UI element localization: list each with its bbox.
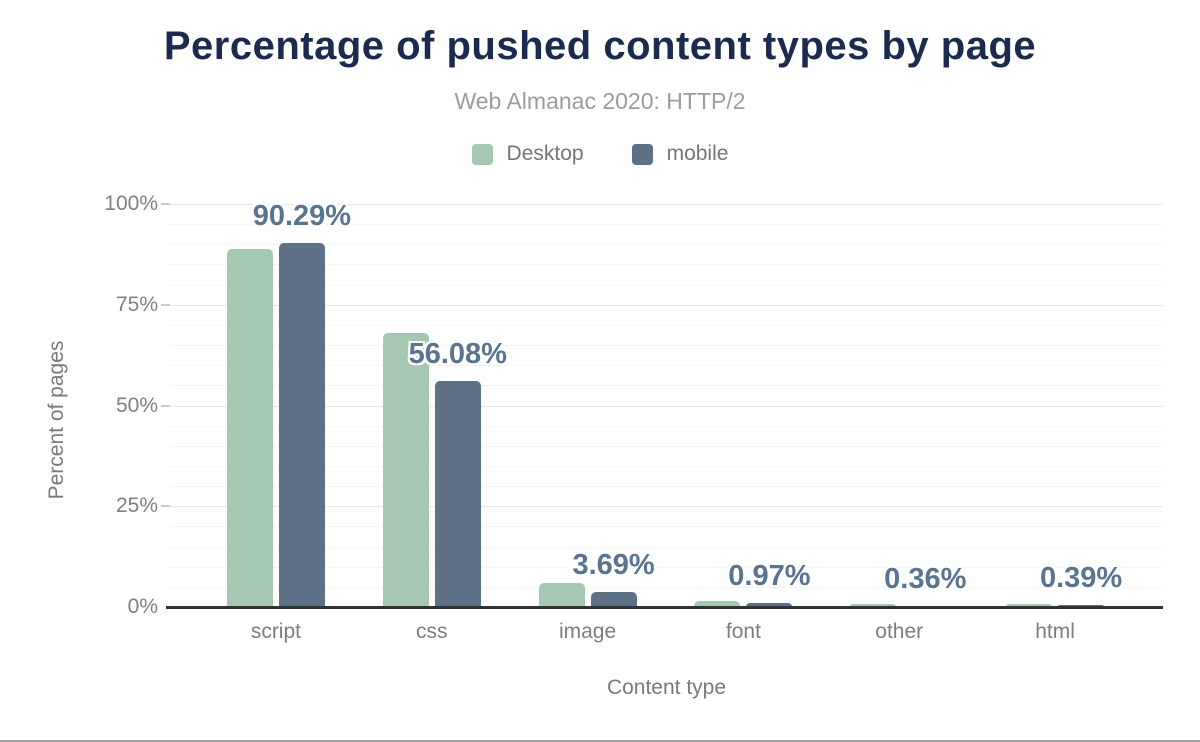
gridline-90: [170, 244, 1163, 246]
bar-group-image: [510, 204, 666, 607]
y-tick-mark-25: [161, 505, 170, 508]
value-label-html: 0.39%: [1039, 562, 1123, 595]
gridline-100: [170, 204, 1163, 205]
gridline-55: [170, 385, 1163, 387]
gridline-30: [170, 486, 1163, 488]
legend-item-mobile[interactable]: mobile: [631, 142, 729, 166]
chart-subtitle: Web Almanac 2020: HTTP/2: [454, 88, 746, 114]
bar-group-font: [665, 204, 821, 607]
bar-mobile-font[interactable]: [746, 603, 793, 607]
gridline-10: [170, 566, 1163, 568]
y-tick-label-75: 75%: [115, 292, 158, 316]
legend: Desktop mobile: [0, 142, 1200, 166]
x-label-font: font: [725, 620, 761, 643]
bar-desktop-css[interactable]: [382, 332, 429, 607]
y-tick-label-100: 100%: [104, 192, 158, 215]
x-label-script: script: [250, 620, 301, 643]
legend-label-desktop: Desktop: [506, 142, 584, 165]
bar-group-css: [354, 204, 510, 607]
y-axis-title: Percent of pages: [45, 340, 68, 500]
y-tick-mark-50: [161, 404, 170, 407]
bar-desktop-html[interactable]: [1006, 603, 1053, 607]
gridline-70: [170, 324, 1163, 326]
bar-mobile-image[interactable]: [590, 592, 637, 607]
y-tick-label-25: 25%: [115, 494, 158, 518]
value-label-font: 0.97%: [728, 560, 811, 593]
x-axis-line: [166, 606, 1163, 609]
x-label-other: other: [875, 620, 924, 643]
y-tick-mark-100: [161, 203, 170, 205]
bar-group-html: [977, 204, 1133, 607]
gridline-80: [170, 284, 1163, 286]
x-label-html: html: [1035, 620, 1075, 643]
mobile-swatch-icon: [631, 143, 653, 165]
bar-desktop-image[interactable]: [538, 582, 585, 607]
gridline-65: [170, 345, 1163, 347]
bars-area: [198, 204, 1133, 607]
gridline-35: [170, 465, 1163, 467]
bar-group-script: [198, 204, 354, 607]
bar-mobile-css[interactable]: [434, 381, 481, 607]
gridline-50: [170, 405, 1163, 407]
y-tick-mark-75: [161, 303, 170, 306]
legend-item-desktop[interactable]: Desktop: [471, 142, 584, 166]
desktop-swatch-icon: [471, 143, 493, 165]
legend-label-mobile: mobile: [666, 142, 729, 165]
bar-desktop-script[interactable]: [226, 249, 273, 607]
bar-desktop-other[interactable]: [850, 604, 897, 607]
x-category-labels: script css image font other html: [198, 620, 1133, 644]
value-label-other: 0.36%: [884, 562, 967, 595]
gridline-20: [170, 526, 1163, 528]
x-label-css: css: [415, 620, 448, 643]
gridline-45: [170, 425, 1163, 427]
gridline-40: [170, 445, 1163, 447]
gridline-95: [170, 224, 1163, 226]
gridline-85: [170, 264, 1163, 266]
value-label-css: 56.08%: [408, 338, 507, 370]
gridline-25: [170, 506, 1163, 508]
x-axis-title: Content type: [606, 676, 727, 699]
page-bottom-divider: [0, 740, 1200, 742]
bar-desktop-font[interactable]: [694, 600, 741, 607]
x-label-image: image: [558, 620, 617, 643]
gridline-75: [170, 304, 1163, 306]
chart-title: Percentage of pushed content types by pa…: [163, 24, 1037, 68]
bar-group-other: [821, 204, 977, 607]
y-tick-label-50: 50%: [115, 393, 158, 417]
gridline-60: [170, 365, 1163, 367]
gridline-5: [170, 586, 1163, 588]
gridline-15: [170, 546, 1163, 548]
value-label-image: 3.69%: [572, 549, 655, 582]
value-label-script: 90.29%: [252, 200, 352, 233]
y-tick-label-0: 0%: [127, 595, 158, 618]
bar-mobile-script[interactable]: [278, 243, 325, 607]
